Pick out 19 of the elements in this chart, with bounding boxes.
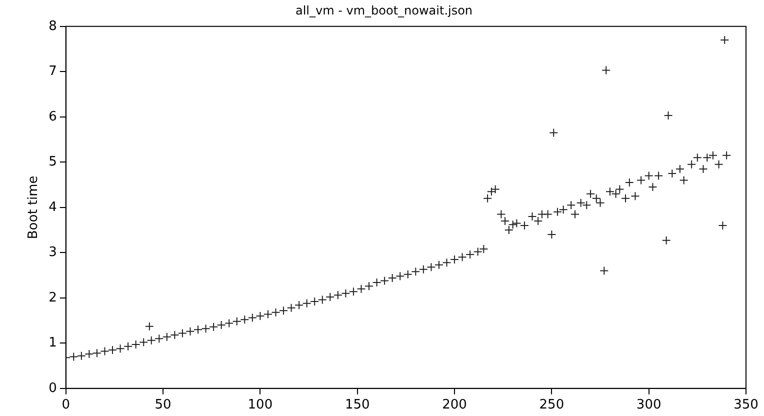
x-tick-label: 200 — [442, 398, 467, 413]
y-axis-title: Boot time — [26, 176, 42, 240]
y-tick-label: 5 — [48, 154, 57, 170]
y-tick-label: 1 — [48, 336, 57, 351]
y-tick-label: 0 — [48, 380, 57, 396]
x-tick-label: 350 — [734, 398, 758, 413]
y-tick-label: 7 — [48, 64, 57, 80]
x-tick-label: 250 — [539, 398, 564, 413]
x-tick-label: 150 — [344, 398, 370, 413]
y-tick-label: 6 — [48, 109, 57, 124]
x-tick-label: 50 — [154, 398, 172, 413]
chart-title: all_vm - vm_boot_nowait.json — [295, 3, 473, 18]
x-tick-label: 100 — [248, 398, 273, 413]
y-tick-label: 8 — [48, 18, 57, 34]
y-tick-label: 2 — [48, 290, 57, 306]
x-tick-label: 0 — [62, 398, 70, 413]
y-tick-label: 4 — [48, 200, 57, 215]
y-tick-label: 3 — [48, 245, 57, 260]
x-tick-label: 300 — [636, 398, 662, 413]
